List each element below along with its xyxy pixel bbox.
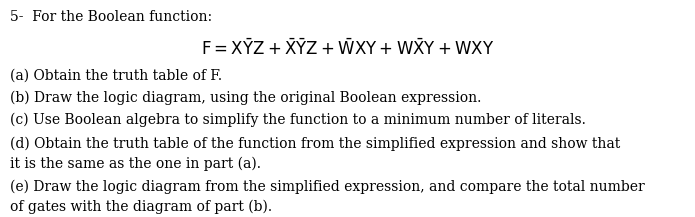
Text: (b) Draw the logic diagram, using the original Boolean expression.: (b) Draw the logic diagram, using the or… <box>10 90 482 105</box>
Text: of gates with the diagram of part (b).: of gates with the diagram of part (b). <box>10 199 272 214</box>
Text: (e) Draw the logic diagram from the simplified expression, and compare the total: (e) Draw the logic diagram from the simp… <box>10 179 645 194</box>
Text: (c) Use Boolean algebra to simplify the function to a minimum number of literals: (c) Use Boolean algebra to simplify the … <box>10 112 587 127</box>
Text: (d) Obtain the truth table of the function from the simplified expression and sh: (d) Obtain the truth table of the functi… <box>10 136 621 151</box>
Text: $\mathrm{F = X\bar{Y}Z + \bar{X}\bar{Y}Z + \bar{W}XY + W\bar{X}Y + WXY}$: $\mathrm{F = X\bar{Y}Z + \bar{X}\bar{Y}Z… <box>201 39 494 59</box>
Text: (a) Obtain the truth table of F.: (a) Obtain the truth table of F. <box>10 68 222 82</box>
Text: it is the same as the one in part (a).: it is the same as the one in part (a). <box>10 156 261 171</box>
Text: 5-  For the Boolean function:: 5- For the Boolean function: <box>10 10 213 24</box>
